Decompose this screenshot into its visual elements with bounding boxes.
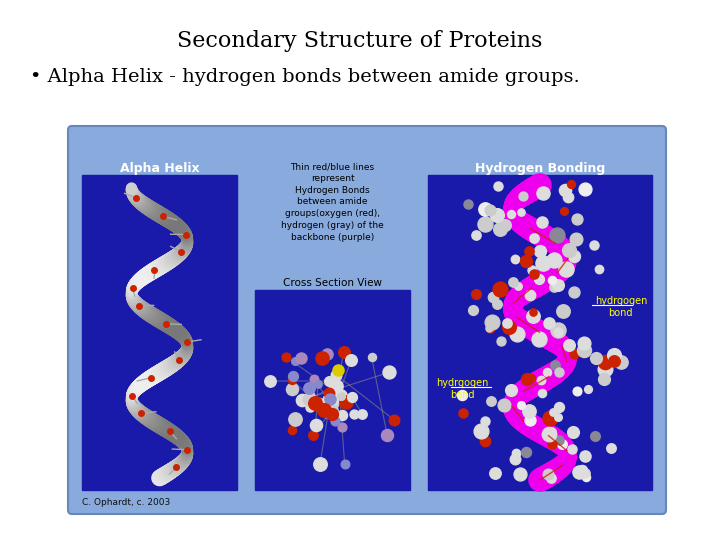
Text: • Alpha Helix - hydrogen bonds between amide groups.: • Alpha Helix - hydrogen bonds between a…: [30, 68, 580, 86]
FancyBboxPatch shape: [255, 290, 410, 490]
Text: Thin red/blue lines
represent
Hydrogen Bonds
between amide
groups(oxygen (red),
: Thin red/blue lines represent Hydrogen B…: [281, 162, 384, 242]
Text: hydrgogen
bond: hydrgogen bond: [595, 296, 647, 318]
FancyBboxPatch shape: [68, 126, 666, 514]
Text: C. Ophardt, c. 2003: C. Ophardt, c. 2003: [82, 498, 170, 507]
FancyBboxPatch shape: [82, 175, 237, 490]
Text: Hydrogen Bonding: Hydrogen Bonding: [475, 162, 605, 175]
Text: Secondary Structure of Proteins: Secondary Structure of Proteins: [177, 30, 543, 52]
Text: Cross Section View: Cross Section View: [283, 278, 382, 288]
Text: Alpha Helix: Alpha Helix: [120, 162, 199, 175]
FancyBboxPatch shape: [428, 175, 652, 490]
Text: hydrgogen
bond: hydrgogen bond: [436, 379, 488, 400]
